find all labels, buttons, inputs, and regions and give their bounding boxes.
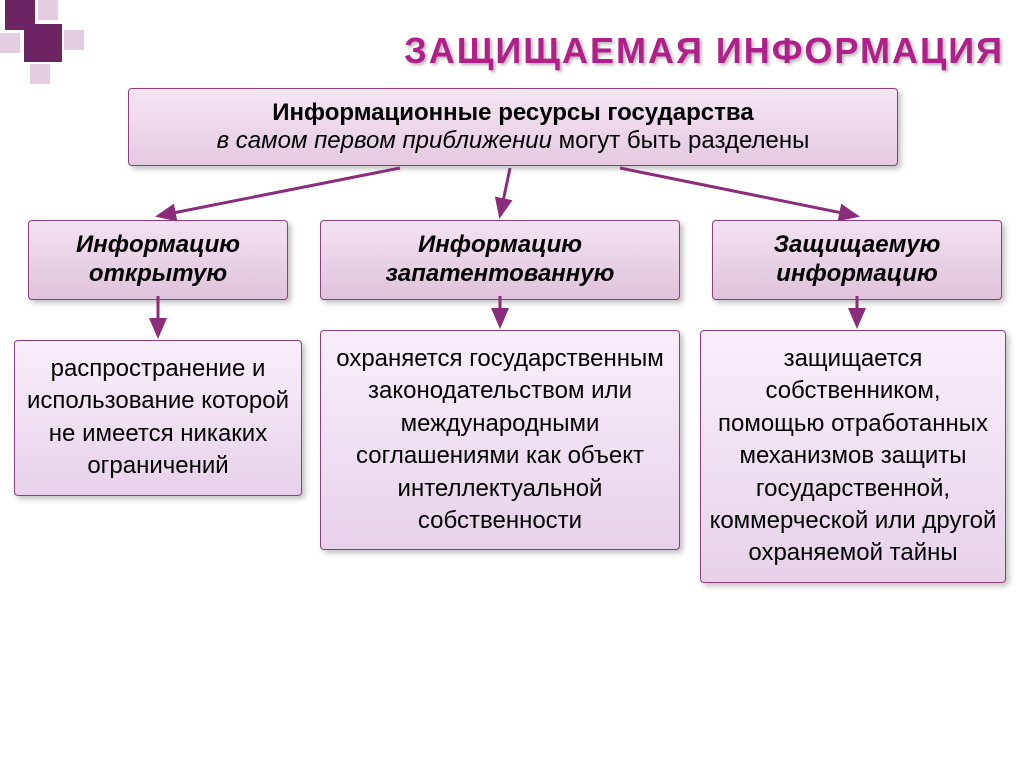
category-box-2: Информацию запатентованную xyxy=(320,220,680,300)
deco-square xyxy=(0,33,20,53)
category-box-1: Информацию открытую xyxy=(28,220,288,300)
deco-square xyxy=(38,0,58,20)
page-title: ЗАЩИЩАЕМАЯ ИНФОРМАЦИЯ xyxy=(404,30,1004,72)
deco-square xyxy=(24,24,62,62)
corner-decoration xyxy=(0,0,90,90)
root-line1: Информационные ресурсы государства xyxy=(149,99,877,127)
description-box-1: распространение и использование которой … xyxy=(14,340,302,496)
root-box: Информационные ресурсы государства в сам… xyxy=(128,88,898,166)
deco-square xyxy=(64,30,84,50)
description-box-3: защищается собственником, помощью отрабо… xyxy=(700,330,1006,583)
description-box-2: охраняется государственным законодательс… xyxy=(320,330,680,550)
deco-square xyxy=(30,64,50,84)
category-box-3: Защищаемую информацию xyxy=(712,220,1002,300)
root-line2: в самом первом приближении могут быть ра… xyxy=(149,127,877,155)
